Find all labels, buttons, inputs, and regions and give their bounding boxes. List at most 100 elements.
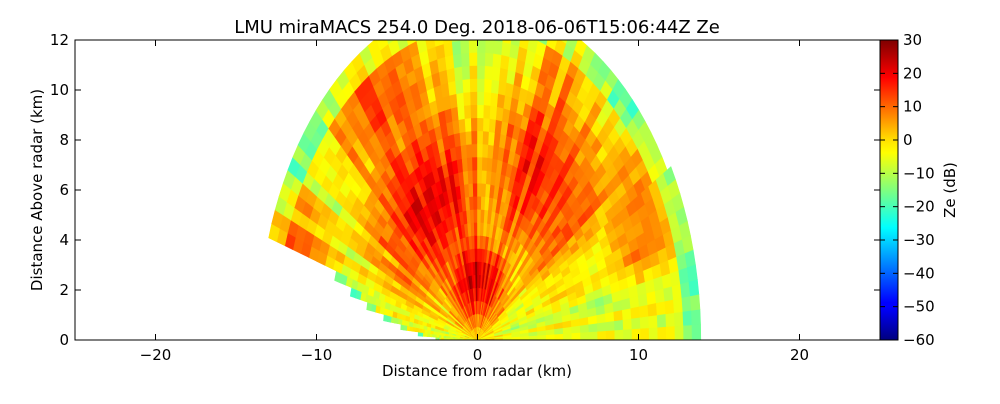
echo-cell [478,92,485,105]
echo-cell [605,312,614,323]
echo-cell [674,312,683,327]
echo-cell [666,327,675,340]
echo-cell [649,316,658,329]
echo-cell [681,282,691,298]
chart-title: LMU miraMACS 254.0 Deg. 2018-06-06T15:06… [234,17,720,38]
echo-cell [589,332,598,340]
radar-scan-wedges [269,21,701,341]
echo-cell [445,55,454,70]
echo-cell [484,105,491,119]
echo-cell [462,66,470,80]
echo-cell [649,328,658,340]
echo-cell [475,235,478,248]
echo-cell [478,118,484,131]
echo-cell [683,311,692,326]
echo-cell [692,325,701,340]
echo-cell [486,40,495,54]
colorbar-tick-label: −20 [903,198,935,216]
echo-cell [493,53,502,67]
echo-cell [632,318,641,330]
echo-cell [472,131,478,144]
echo-cell [461,53,469,67]
echo-cell [641,328,650,340]
echo-cell [606,331,615,340]
echo-cell [639,305,648,318]
echo-cell [444,42,453,57]
echo-cell [614,310,623,321]
echo-cell [469,52,477,65]
echo-cell [675,326,684,340]
echo-cell [657,314,666,327]
echo-cell [470,65,478,78]
echo-cell [555,328,564,334]
echo-cell [473,170,478,183]
echo-cell [463,79,471,93]
y-axis-label: Distance Above radar (km) [28,89,46,291]
colorbar-tick-label: −50 [903,298,935,316]
echo-cell [474,222,477,235]
x-tick-label: 20 [790,346,809,364]
echo-cell [588,316,597,325]
colorbar-label: Ze (dB) [941,162,959,218]
echo-cell [471,118,477,131]
echo-cell [538,335,547,340]
echo-cell [459,119,466,133]
y-tick-label: 4 [59,231,69,249]
echo-cell [691,310,700,326]
colorbar-tick-label: 10 [903,98,922,116]
colorbar-tick-label: 30 [903,31,922,49]
x-axis-label: Distance from radar (km) [382,362,572,380]
echo-cell [458,106,465,120]
echo-cell [485,79,493,93]
echo-cell [470,79,477,92]
echo-cell [401,324,404,330]
echo-cell [563,334,572,340]
echo-cell [478,170,483,183]
echo-cell [684,326,693,341]
echo-cell [471,105,478,118]
colorbar-tick-label: −10 [903,164,935,182]
echo-cell [469,183,474,197]
echo-cell [572,333,581,340]
echo-cell [465,118,472,132]
x-tick-label: −20 [140,346,172,364]
echo-cell [478,144,484,157]
echo-cell [572,326,581,334]
echo-cell [640,317,649,329]
y-tick-label: 8 [59,131,69,149]
echo-cell [478,105,485,118]
y-tick-label: 12 [50,31,69,49]
echo-cell [461,145,467,159]
echo-cell [466,131,472,145]
echo-cell [478,52,486,65]
echo-cell [598,331,607,340]
echo-cell [647,291,657,305]
echo-cell [473,183,477,196]
echo-cell [520,337,529,341]
echo-cell [615,330,624,340]
x-tick-label: 10 [629,346,648,364]
echo-cell [581,332,590,340]
echo-cell [589,324,598,333]
echo-cell [457,93,465,107]
echo-cell [665,300,674,314]
echo-cell [484,92,491,106]
echo-cell [478,131,484,144]
echo-cell [666,313,675,327]
colorbar-tick-label: 0 [903,131,913,149]
echo-cell [418,332,421,336]
echo-cell [460,132,467,146]
colorbar-tick-label: −40 [903,264,935,282]
echo-cell [472,144,478,157]
echo-cell [494,40,503,54]
echo-cell [622,309,631,321]
plot-area [269,21,701,341]
echo-cell [597,314,606,324]
echo-cell [580,325,589,333]
echo-cell [474,209,478,222]
echo-cell [483,131,489,145]
echo-cell [597,323,606,332]
echo-cell [471,92,478,105]
echo-cell [483,118,490,132]
